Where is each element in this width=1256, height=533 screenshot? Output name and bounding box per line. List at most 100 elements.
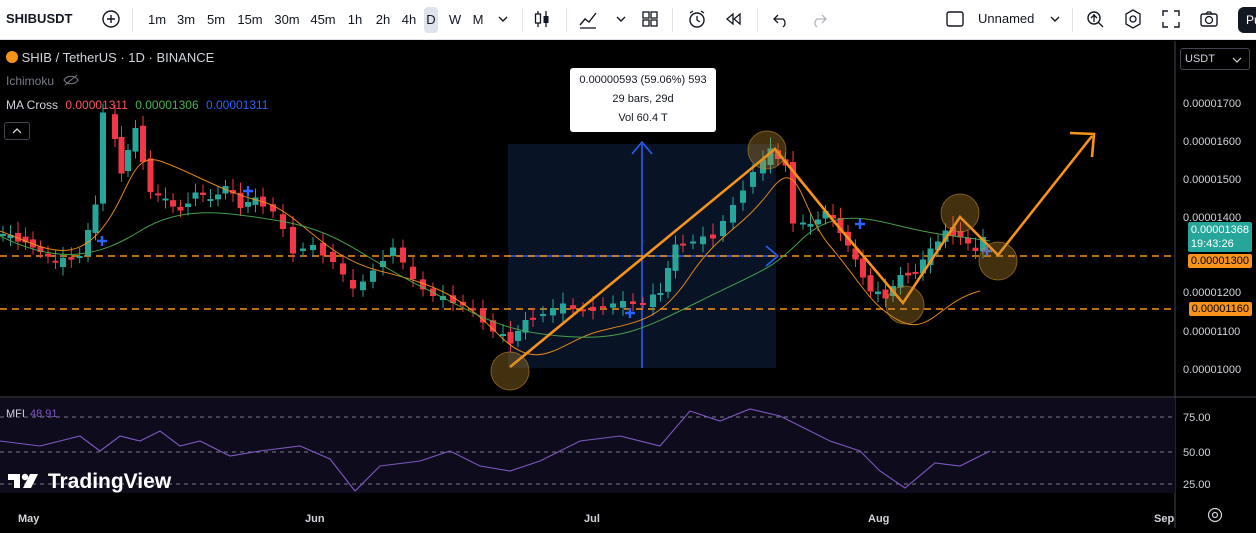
candle-body — [550, 308, 556, 316]
candle-body — [912, 271, 919, 274]
measure-bars: 29 bars, 29d — [612, 93, 674, 105]
level-lower-label: 0.00001160 — [1188, 302, 1252, 316]
ma-cross-marker — [243, 186, 253, 196]
symbol-logo-icon — [6, 51, 18, 63]
camera-snapshot-icon[interactable] — [1198, 8, 1220, 30]
timeframe-w[interactable]: W — [448, 12, 462, 27]
candle-body — [177, 206, 184, 211]
current-price-value: 0.00001368 — [1190, 224, 1249, 236]
chevron-down-icon[interactable] — [492, 8, 514, 30]
time-tick-label: Sep — [1154, 513, 1174, 525]
chevron-down-icon[interactable] — [610, 8, 632, 30]
mfi-pane-bg — [0, 398, 1175, 493]
mfi-value: 48.91 — [30, 408, 58, 420]
templates-grid-icon[interactable] — [639, 8, 661, 30]
alert-clock-icon[interactable] — [686, 8, 708, 30]
fullscreen-icon[interactable] — [1160, 8, 1182, 30]
timeframe-5m[interactable]: 5m — [206, 12, 226, 27]
candle-body — [490, 320, 496, 332]
candle-body — [957, 231, 964, 238]
candle-body — [640, 303, 646, 305]
candle-body — [860, 258, 866, 278]
replay-icon[interactable] — [722, 8, 744, 30]
candle-body — [132, 128, 139, 152]
chevron-down-icon[interactable] — [1044, 8, 1066, 30]
time-tick-label: Aug — [868, 513, 889, 525]
price-tick-label: 0.00001400 — [1183, 212, 1241, 224]
layout-checkbox-icon[interactable] — [944, 8, 966, 30]
candle-body — [750, 172, 756, 187]
candle-body — [118, 137, 125, 174]
symbol-search[interactable]: SHIBUSDT — [6, 11, 73, 26]
candle-body — [480, 308, 486, 323]
candle-body — [390, 247, 396, 257]
candle-body — [620, 301, 626, 308]
candle-body — [340, 263, 346, 275]
ma-value-fast: 0.00001311 — [65, 98, 128, 112]
candle-body — [330, 251, 336, 262]
candle-body — [192, 192, 199, 199]
top-toolbar: SHIBUSDT 1m 3m 5m 15m 30m 45m 1h 2h 4h D W M Unname… — [0, 0, 1256, 40]
candle-body — [100, 112, 106, 204]
chart-area[interactable]: 0.00001700 0.00001600 0.00001500 0.00001400… — [0, 41, 1256, 528]
candle-body — [290, 227, 296, 254]
pivot-highlight — [885, 285, 925, 325]
candle-body — [68, 257, 75, 260]
redo-icon[interactable] — [808, 8, 830, 30]
chart-title[interactable]: SHIB / TetherUS · 1D · BINANCE — [21, 50, 215, 65]
measure-arrow-right-icon — [765, 245, 780, 267]
toolbar-separator — [757, 8, 758, 32]
timeframe-15m[interactable]: 15m — [237, 12, 263, 27]
settings-icon[interactable] — [1206, 506, 1224, 529]
timeframe-2h[interactable]: 2h — [375, 12, 391, 27]
candle-body — [112, 114, 118, 139]
candle-body — [420, 279, 426, 290]
add-symbol-icon[interactable] — [100, 8, 122, 30]
candle-body — [852, 248, 859, 260]
collapse-legend-button[interactable] — [4, 122, 30, 140]
candle-body — [500, 334, 506, 336]
publish-button[interactable]: Pu — [1238, 7, 1256, 33]
chart-canvas[interactable]: 0.00001700 0.00001600 0.00001500 0.00001400… — [0, 41, 1256, 528]
ma-value-cross: 0.00001311 — [205, 98, 269, 112]
time-tick-label: May — [18, 513, 40, 525]
price-tick-label: 0.00001100 — [1183, 326, 1240, 338]
candle-body — [790, 162, 796, 224]
undo-icon[interactable] — [770, 8, 792, 30]
ma-cross-legend[interactable]: MA Cross 0.00001311 0.00001306 0.0000131… — [6, 98, 268, 112]
timeframe-1h[interactable]: 1h — [347, 12, 363, 27]
measure-tooltip: 0.00000593 (59.06%) 593 29 bars, 29d Vol… — [570, 68, 716, 132]
candle-body — [507, 332, 514, 344]
candle-body — [0, 234, 6, 236]
timeframe-30m[interactable]: 30m — [274, 12, 300, 27]
candle-body — [7, 235, 14, 239]
toolbar-separator — [522, 8, 523, 32]
timeframe-d[interactable]: D — [424, 7, 438, 33]
timeframe-4h[interactable]: 4h — [401, 12, 417, 27]
candle-body — [245, 202, 251, 207]
mfi-legend[interactable]: MFI 48.91 — [6, 408, 58, 420]
quick-search-icon[interactable] — [1084, 8, 1106, 30]
candle-body — [360, 281, 366, 291]
indicators-icon[interactable] — [577, 8, 599, 30]
candle-body — [237, 192, 244, 208]
ichimoku-legend[interactable]: Ichimoku — [6, 74, 80, 88]
candle-body — [45, 253, 51, 257]
currency-select[interactable]: USDT — [1180, 48, 1250, 70]
candle-body — [410, 266, 416, 279]
timeframe-45m[interactable]: 45m — [310, 12, 336, 27]
timeframe-1m[interactable]: 1m — [147, 12, 167, 27]
candle-body — [522, 320, 529, 333]
chevron-down-icon — [1232, 57, 1242, 63]
candle-body — [935, 241, 941, 251]
candles-chart-type-icon[interactable] — [531, 8, 553, 30]
candle-body — [972, 247, 979, 251]
settings-gear-icon[interactable] — [1122, 8, 1144, 30]
timeframe-3m[interactable]: 3m — [176, 12, 196, 27]
candle-body — [320, 242, 326, 256]
layout-name[interactable]: Unnamed — [978, 11, 1035, 26]
timeframe-m[interactable]: M — [472, 12, 484, 27]
candle-body — [300, 248, 306, 251]
eye-hidden-icon[interactable] — [63, 74, 80, 88]
candle-body — [52, 260, 59, 263]
